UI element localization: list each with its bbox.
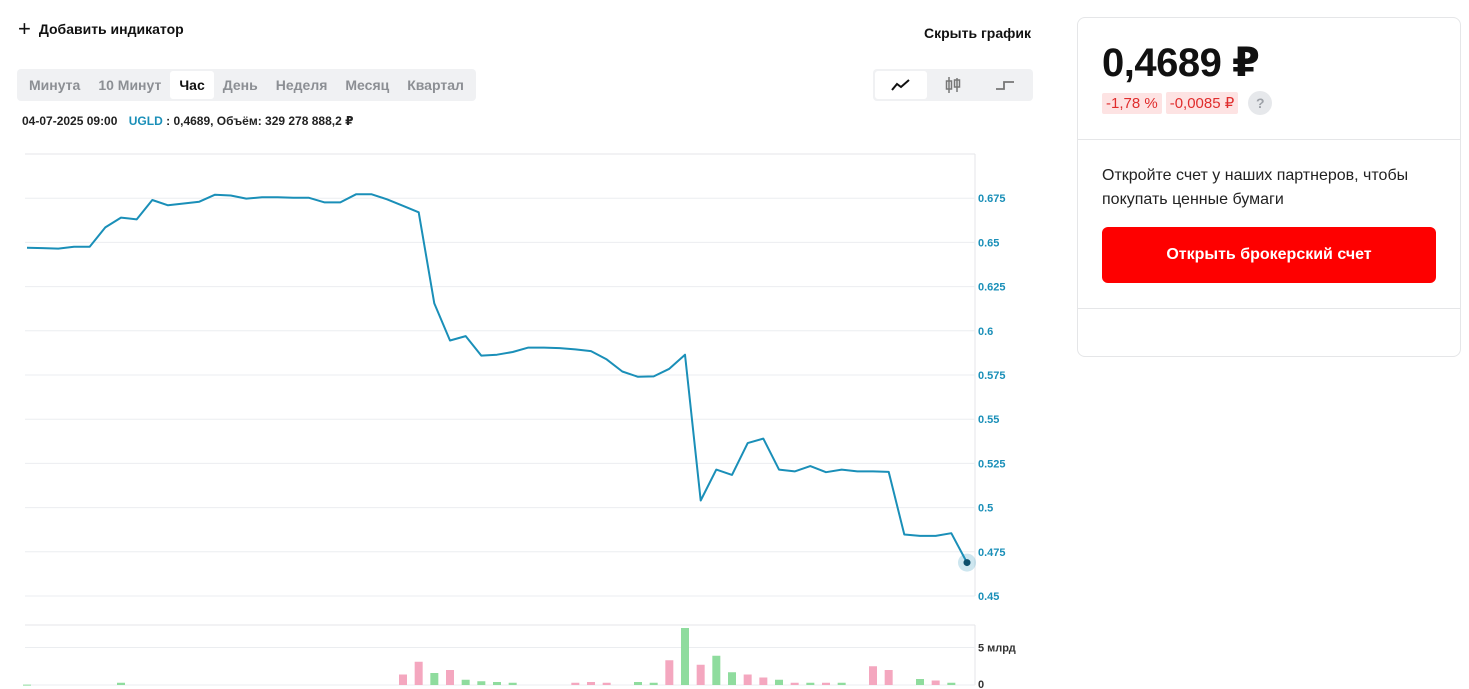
price-change: -1,78 % -0,0085 ₽ ? (1102, 91, 1273, 115)
period-month[interactable]: Месяц (345, 77, 390, 93)
crosshair-ticker: UGLD (128, 114, 163, 128)
period-minute[interactable]: Минута (29, 77, 81, 93)
volume-bar (696, 664, 705, 685)
y-tick-label: 0.575 (978, 370, 1006, 382)
volume-bar (916, 679, 924, 685)
volume-bar (602, 682, 611, 685)
quote-card: 0,4689 ₽ -1,78 % -0,0085 ₽ ? Откройте сч… (1077, 17, 1461, 357)
volume-bar (23, 684, 31, 686)
volume-bar (649, 682, 658, 685)
volume-bar (931, 680, 940, 685)
y-tick-label: 0.525 (978, 458, 1006, 470)
volume-bar (634, 682, 642, 685)
volume-bar (869, 666, 877, 685)
chart-type-candles[interactable] (927, 71, 979, 99)
period-day[interactable]: День (222, 77, 258, 93)
volume-bar (414, 661, 423, 685)
volume-bar (399, 674, 407, 685)
period-hour[interactable]: Час (170, 71, 214, 99)
change-percent-badge: -1,78 % (1102, 92, 1162, 114)
y-tick-label: 0.675 (978, 193, 1006, 205)
volume-bar (430, 673, 439, 685)
add-indicator-button[interactable]: + Добавить индикатор (18, 16, 184, 41)
volume-bar (493, 682, 501, 685)
chart-panel: + Добавить индикатор Скрыть график Минут… (0, 16, 1040, 689)
line-chart-icon (891, 79, 910, 91)
last-point-marker (963, 559, 971, 567)
crosshair-details: : 0,4689, Объём: 329 278 888,2 ₽ (166, 114, 354, 128)
volume-bar (884, 670, 893, 685)
volume-bar (759, 677, 768, 685)
current-price: 0,4689 ₽ (1102, 41, 1260, 85)
volume-bar (837, 682, 846, 685)
volume-bar (446, 670, 454, 685)
volume-bar (587, 682, 595, 685)
volume-bar (822, 682, 830, 685)
period-quarter[interactable]: Квартал (407, 77, 464, 93)
crosshair-info: 04-07-2025 09:00 UGLD : 0,4689, Объём: 3… (22, 114, 353, 128)
candlestick-icon (945, 77, 961, 93)
period-selector: Минута 10 Минут Час День Неделя Месяц Кв… (17, 69, 476, 101)
price-line (26, 193, 968, 564)
volume-bar (806, 682, 815, 685)
volume-bar (681, 628, 689, 685)
chart-type-line[interactable] (875, 71, 927, 99)
volume-bar (461, 679, 470, 685)
plus-icon: + (18, 16, 31, 41)
step-chart-icon (996, 81, 1014, 90)
y-tick-label: 0.5 (978, 503, 993, 515)
period-week[interactable]: Неделя (275, 77, 328, 93)
y-tick-label: 0.45 (978, 591, 999, 603)
divider (1078, 139, 1460, 140)
help-icon[interactable]: ? (1248, 91, 1273, 115)
volume-bar (790, 682, 799, 685)
chart-type-step[interactable] (979, 71, 1031, 99)
volume-bar (508, 682, 517, 685)
open-brokerage-account-button[interactable]: Открыть брокерский счет (1102, 227, 1436, 283)
change-absolute-badge: -0,0085 ₽ (1165, 92, 1239, 114)
add-indicator-label: Добавить индикатор (38, 21, 184, 37)
volume-bar (117, 682, 125, 685)
volume-bar (571, 682, 580, 685)
chart-type-selector (873, 69, 1033, 101)
divider (1078, 308, 1460, 309)
volume-bar (743, 674, 752, 685)
y-tick-label: 0.475 (978, 547, 1006, 559)
volume-bar (947, 682, 956, 685)
hide-chart-button[interactable]: Скрыть график (924, 25, 1032, 41)
crosshair-datetime: 04-07-2025 09:00 (22, 114, 118, 128)
price-chart[interactable]: 0.675 0.65 0.625 0.6 0.575 0.55 0.525 0.5 0.475 0… (0, 150, 1040, 689)
volume-tick-label: 5 млрд (978, 643, 1016, 655)
promo-text: Откройте счет у наших партнеров, чтобы п… (1102, 167, 1409, 208)
volume-bar (775, 679, 783, 685)
volume-bar (477, 681, 486, 685)
y-tick-label: 0.65 (978, 237, 999, 249)
volume-bar (665, 660, 674, 685)
volume-tick-label: 0 (978, 679, 984, 689)
period-10-minutes[interactable]: 10 Минут (98, 77, 162, 93)
volume-bar (728, 672, 736, 685)
y-tick-label: 0.6 (978, 326, 993, 338)
y-tick-label: 0.625 (978, 282, 1006, 294)
volume-bar (712, 655, 721, 685)
y-tick-label: 0.55 (978, 414, 999, 426)
